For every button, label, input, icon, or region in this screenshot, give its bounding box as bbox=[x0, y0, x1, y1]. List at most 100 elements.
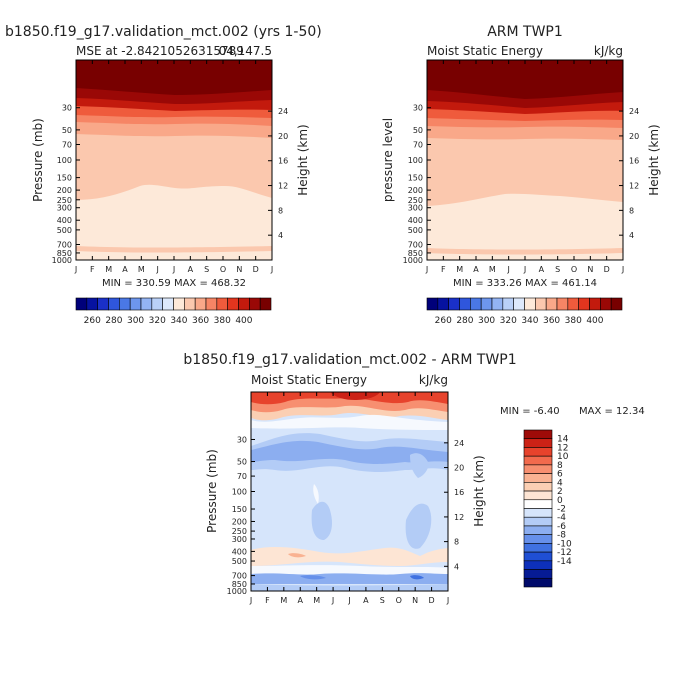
y-tick-label: 300 bbox=[57, 204, 72, 213]
x-tick-label: O bbox=[396, 596, 402, 605]
panel-diff-stats-min: MIN = -6.40 bbox=[500, 406, 560, 417]
colorbar-swatch bbox=[523, 499, 553, 509]
panel-obs-subtitle-right: kJ/kg bbox=[594, 44, 623, 58]
panel-model-stats: MIN = 330.59 MAX = 468.32 bbox=[102, 278, 246, 289]
colorbar-tick-label: 260 bbox=[84, 316, 101, 326]
x-tick-label: A bbox=[122, 265, 128, 274]
y-tick-label: 250 bbox=[232, 527, 247, 536]
x-tick-label: M bbox=[489, 265, 496, 274]
colorbar-swatch bbox=[470, 297, 482, 311]
colorbar-tick-label: 8 bbox=[557, 461, 563, 471]
colorbar-tick-label: -14 bbox=[557, 557, 572, 567]
y-tick-label: 100 bbox=[408, 156, 423, 165]
colorbar-tick-label: 300 bbox=[127, 316, 144, 326]
colorbar-swatch bbox=[523, 569, 553, 579]
colorbar-swatch bbox=[523, 438, 553, 448]
y-tick-label: 300 bbox=[232, 535, 247, 544]
panel-diff: b1850.f19_g17.validation_mct.002 - ARM T… bbox=[183, 352, 644, 605]
y-tick-label: 700 bbox=[408, 241, 423, 250]
colorbar-tick-label: 4 bbox=[557, 478, 563, 488]
colorbar-swatch bbox=[523, 543, 553, 553]
panel-obs-plot bbox=[426, 59, 624, 261]
x-tick-label: F bbox=[90, 265, 95, 274]
panel-obs-subtitle-left: Moist Static Energy bbox=[427, 44, 543, 58]
x-tick-label: A bbox=[363, 596, 369, 605]
colorbar-swatch bbox=[600, 297, 612, 311]
colorbar-swatch bbox=[129, 297, 142, 311]
colorbar-tick-label: 280 bbox=[105, 316, 122, 326]
colorbar-swatch bbox=[151, 297, 163, 311]
panel-diff-ylabel-right: Height (km) bbox=[472, 455, 486, 526]
y-tick-label: 250 bbox=[57, 196, 72, 205]
y-tick-label: 1000 bbox=[403, 256, 423, 265]
x-tick-label: F bbox=[441, 265, 446, 274]
colorbar-swatch bbox=[523, 455, 553, 466]
colorbar-swatch bbox=[205, 297, 218, 311]
colorbar-swatch bbox=[545, 297, 558, 311]
panel-obs-colorbar: 260 280 300 320 340 360 380 400 bbox=[426, 297, 623, 326]
y-tick-label: 30 bbox=[62, 104, 72, 113]
y-tick-label: 200 bbox=[57, 186, 72, 195]
colorbar-swatch bbox=[194, 297, 207, 311]
colorbar-swatch bbox=[86, 297, 98, 311]
y-tick-label: 30 bbox=[413, 104, 423, 113]
colorbar-tick-label: 340 bbox=[521, 316, 538, 326]
colorbar-tick-label: 280 bbox=[456, 316, 473, 326]
colorbar-swatch bbox=[523, 508, 553, 518]
x-tick-label: M bbox=[280, 596, 287, 605]
y-tick-label: 150 bbox=[57, 174, 72, 183]
colorbar-swatch bbox=[238, 297, 250, 311]
x-tick-label: J bbox=[506, 265, 509, 274]
y-tick-label: 70 bbox=[62, 141, 72, 150]
x-tick-label: M bbox=[456, 265, 463, 274]
height-tick-label: 4 bbox=[278, 231, 283, 240]
colorbar-swatch bbox=[589, 297, 601, 311]
colorbar-swatch bbox=[523, 473, 553, 483]
colorbar-swatch bbox=[523, 447, 553, 457]
colorbar-tick-label: 0 bbox=[557, 496, 563, 506]
y-tick-label: 700 bbox=[57, 241, 72, 250]
colorbar-swatch bbox=[556, 297, 569, 311]
panel-model-title: b1850.f19_g17.validation_mct.002 (yrs 1-… bbox=[5, 24, 322, 40]
x-tick-label: M bbox=[105, 265, 112, 274]
colorbar-swatch bbox=[75, 297, 88, 311]
colorbar-swatch bbox=[523, 464, 553, 474]
colorbar-tick-label: 300 bbox=[478, 316, 495, 326]
x-tick-label: N bbox=[236, 265, 242, 274]
x-tick-label: J bbox=[446, 596, 449, 605]
colorbar-tick-label: 380 bbox=[565, 316, 582, 326]
height-tick-label: 16 bbox=[454, 488, 464, 497]
colorbar-swatch bbox=[523, 490, 553, 501]
height-tick-label: 8 bbox=[278, 206, 283, 215]
colorbar-swatch bbox=[523, 482, 553, 492]
height-tick-label: 16 bbox=[278, 157, 288, 166]
colorbar-swatch bbox=[523, 525, 553, 535]
x-tick-label: J bbox=[621, 265, 624, 274]
panel-model-subtitle-left: MSE at -2.84210526315789 bbox=[76, 44, 244, 58]
colorbar-tick-label: 6 bbox=[557, 470, 563, 480]
panel-obs-title: ARM TWP1 bbox=[487, 24, 563, 40]
x-tick-label: J bbox=[270, 265, 273, 274]
x-tick-label: S bbox=[380, 596, 385, 605]
height-tick-label: 20 bbox=[278, 132, 288, 141]
panel-diff-stats-max: MAX = 12.34 bbox=[579, 406, 645, 417]
colorbar-tick-label: 2 bbox=[557, 487, 563, 497]
x-tick-label: N bbox=[587, 265, 593, 274]
x-tick-label: O bbox=[220, 265, 226, 274]
height-tick-label: 4 bbox=[629, 231, 634, 240]
x-tick-label: J bbox=[155, 265, 158, 274]
colorbar-tick-label: -12 bbox=[557, 548, 572, 558]
colorbar-swatch bbox=[259, 297, 272, 311]
colorbar-swatch bbox=[162, 297, 174, 311]
x-tick-label: D bbox=[428, 596, 434, 605]
panel-diff-subtitle-left: Moist Static Energy bbox=[251, 373, 367, 387]
height-tick-label: 8 bbox=[629, 206, 634, 215]
y-tick-label: 700 bbox=[232, 572, 247, 581]
x-tick-label: A bbox=[473, 265, 479, 274]
panel-obs-stats: MIN = 333.26 MAX = 461.14 bbox=[453, 278, 597, 289]
height-tick-label: 24 bbox=[454, 439, 464, 448]
panel-model-plot bbox=[75, 59, 273, 261]
colorbar-swatch bbox=[184, 297, 196, 311]
x-tick-label: J bbox=[172, 265, 175, 274]
